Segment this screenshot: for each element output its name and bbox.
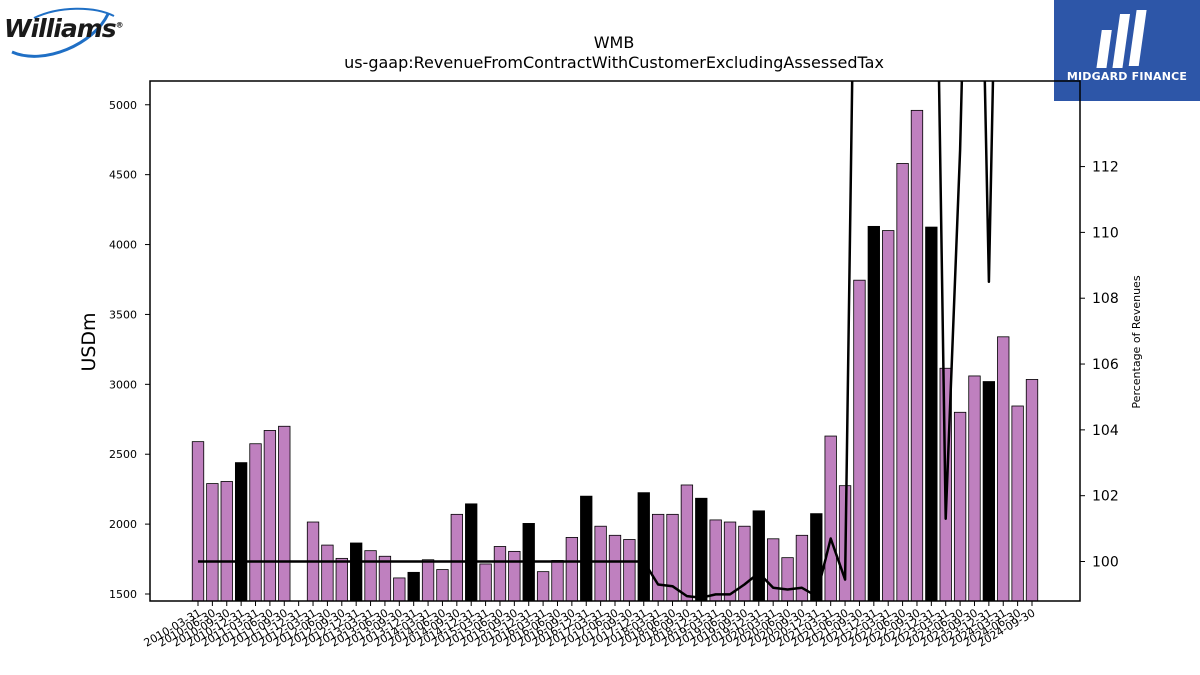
y2-tick-label: 100 [1092,555,1119,571]
bar-2012-06-30 [321,544,334,602]
y2-axis-label: Percentage of Revenues [1130,275,1143,408]
right-axis-ticks: 100 102 104 106 108 110 112 [1080,160,1119,571]
bar-2016-06-30 [551,560,564,602]
bar-2010-09-30 [220,481,233,602]
bar-2014-06-30 [436,569,449,602]
bar-2023-06-30 [953,411,967,602]
bar-2016-12-31 [580,495,593,602]
y-tick-label: 2500 [109,448,137,461]
bar-2019-06-30 [723,521,737,602]
y-tick-label: 2000 [109,518,137,531]
bar-2016-09-30 [565,536,579,602]
bar-2019-09-30 [738,525,751,602]
bar-2020-12-31 [810,513,823,602]
bars-group [191,109,1039,602]
midgard-mark-icon [1096,10,1147,68]
y-tick-label: 1500 [109,588,137,601]
bar-2024-03-31 [997,336,1010,602]
williams-wordmark: Williams® [4,14,124,43]
bar-2017-09-30 [623,539,636,602]
bar-2015-06-30 [493,546,507,602]
y-axis-label: USDm [78,312,100,371]
bar-2013-12-31 [407,571,420,602]
bar-2021-09-30 [853,279,866,602]
midgard-wordmark: MIDGARD FINANCE [1066,70,1188,83]
bar-2016-03-31 [536,571,550,602]
bar-2014-03-31 [421,559,435,602]
bar-2022-03-31 [882,230,895,602]
y-tick-label: 4000 [109,239,137,252]
bar-2019-03-31 [709,519,722,602]
bar-2022-09-30 [910,109,924,602]
bar-2024-06-30 [1011,405,1024,602]
bar-2011-03-31 [249,443,262,602]
bar-2010-06-30 [206,483,219,602]
bar-2023-12-31 [982,381,996,602]
bar-2011-06-30 [263,430,277,602]
bar-2014-09-30 [450,513,463,602]
line-group [198,81,995,599]
y2-tick-label: 104 [1092,423,1119,439]
bar-2019-12-31 [752,510,765,602]
bar-2023-09-30 [968,375,981,602]
chart-title: WMB [594,33,635,52]
bar-2018-12-31 [695,497,708,602]
x-axis-ticks: 2010-03-312010-06-302010-09-302010-12-31… [142,601,1038,650]
y2-tick-label: 106 [1092,357,1119,373]
bar-2024-09-30 [1025,379,1039,602]
bar-2015-09-30 [508,550,521,602]
bar-2020-03-31 [767,538,780,602]
percentage-line [198,81,995,599]
bar-2011-09-30 [278,425,291,602]
y2-tick-label: 108 [1092,291,1119,307]
y-tick-label: 3500 [109,308,137,321]
y-tick-label: 3000 [109,378,137,391]
bar-2018-03-31 [651,513,665,602]
bar-2017-06-30 [608,534,622,602]
y-tick-label: 5000 [109,99,137,112]
bar-2021-03-31 [824,435,837,602]
chart-subtitle: us-gaap:RevenueFromContractWithCustomerE… [344,53,884,72]
plot-frame [149,80,1081,602]
bar-2018-09-30 [680,484,694,602]
bar-2022-12-31 [925,226,938,602]
midgard-finance-logo: MIDGARD FINANCE [1054,0,1200,101]
bar-2020-06-30 [781,557,794,602]
bar-2012-09-30 [335,557,348,602]
bar-2014-12-31 [465,503,478,602]
bar-2013-06-30 [378,555,392,602]
y-tick-label: 4500 [109,169,137,182]
y2-tick-label: 112 [1092,160,1119,176]
bar-2010-03-31 [191,441,205,602]
bar-2012-12-31 [350,542,363,602]
left-axis-ticks: 1500 2000 2500 3000 3500 4000 4500 5000 [109,99,150,601]
bar-2013-09-30 [393,577,406,602]
bar-2015-03-31 [479,563,492,602]
bar-2021-12-31 [867,225,880,602]
y2-tick-label: 102 [1092,489,1119,505]
bar-2017-03-31 [594,525,607,602]
bar-2022-06-30 [896,163,909,602]
bar-2013-03-31 [364,550,377,602]
williams-logo: Williams® [4,4,124,64]
y2-tick-label: 110 [1092,225,1119,241]
bar-2010-12-31 [234,462,248,602]
williams-swoosh-icon [11,7,115,58]
bar-2017-12-31 [637,492,650,602]
